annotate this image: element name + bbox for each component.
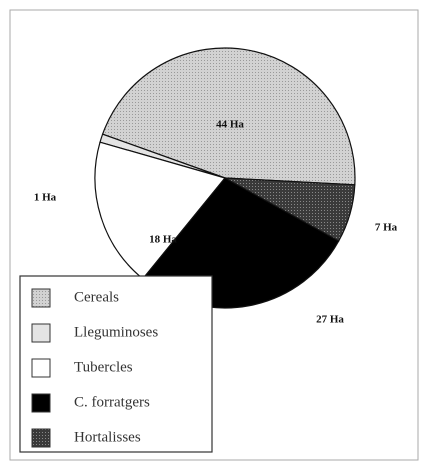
- legend-swatch: [31, 323, 51, 343]
- pie: [94, 47, 356, 309]
- data-label: 1 Ha: [34, 192, 57, 204]
- legend-swatch: [31, 393, 51, 413]
- data-label: 44 Ha: [216, 119, 244, 131]
- legend-label: Cereals: [74, 289, 119, 305]
- legend-swatch: [31, 428, 51, 448]
- legend-box: [19, 275, 213, 453]
- legend: Cereals Lleguminoses Tubercles C. forratger…: [19, 275, 213, 453]
- pie-slice: [224, 177, 356, 242]
- data-label: 18 Ha: [149, 234, 177, 246]
- data-label: 7 Ha: [375, 222, 398, 234]
- legend-swatch: [31, 288, 51, 308]
- legend-swatch: [31, 358, 51, 378]
- pie-slice: [101, 47, 356, 186]
- legend-label: Lleguminoses: [74, 324, 158, 340]
- pie-slice: [94, 141, 227, 280]
- legend-label: Tubercles: [74, 359, 133, 375]
- data-label: 27 Ha: [316, 314, 344, 326]
- legend-label: C. forratgers: [74, 394, 150, 410]
- data-labels: 44 Ha 1 Ha 18 Ha 27 Ha 7 Ha: [34, 119, 398, 326]
- legend-label: Hortalisses: [74, 429, 141, 445]
